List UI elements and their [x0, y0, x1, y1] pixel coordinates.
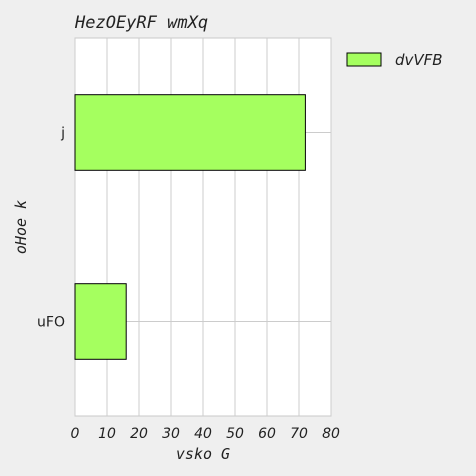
x-axis-label: vsko G — [176, 445, 230, 463]
y-axis-ticks: j uFO — [37, 126, 65, 331]
x-tick-label: 80 — [322, 426, 340, 442]
y-tick-label: j — [60, 126, 65, 142]
x-tick-label: 30 — [162, 426, 180, 442]
y-tick-label: uFO — [37, 315, 65, 331]
x-tick-label: 40 — [194, 426, 212, 442]
legend-swatch — [346, 52, 382, 67]
bar-uFO — [74, 283, 127, 360]
x-tick-label: 10 — [98, 426, 116, 442]
x-axis-ticks: 0 10 20 30 40 50 60 70 80 — [71, 426, 340, 442]
x-tick-label: 20 — [130, 426, 148, 442]
legend: dvVFB — [346, 51, 443, 69]
bars — [74, 94, 306, 360]
x-tick-label: 60 — [258, 426, 276, 442]
x-tick-label: 70 — [290, 426, 308, 442]
legend-label: dvVFB — [395, 51, 443, 69]
bar-j — [74, 94, 306, 171]
x-tick-label: 0 — [71, 426, 80, 442]
chart-title: HezOEyRF wmXq — [74, 13, 208, 33]
y-axis-label: oHoe k — [12, 200, 30, 254]
x-tick-label: 50 — [226, 426, 244, 442]
